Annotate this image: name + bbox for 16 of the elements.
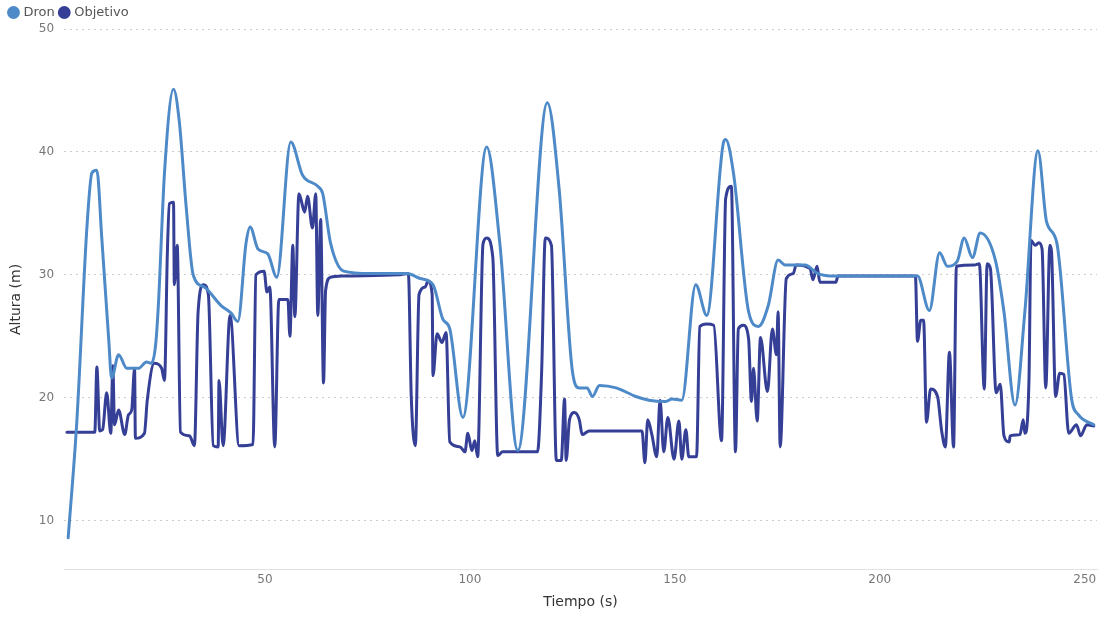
y-tick-label: 40 — [38, 144, 55, 159]
legend-label: Objetivo — [74, 3, 129, 19]
x-axis-title: Tiempo (s) — [542, 593, 618, 610]
x-tick-label: 50 — [257, 572, 273, 587]
x-tick-label: 150 — [663, 572, 687, 587]
line-series — [66, 87, 1096, 540]
y-tick-label: 50 — [38, 21, 55, 36]
y-tick-label: 30 — [38, 266, 55, 281]
y-tick-label: 10 — [38, 512, 55, 527]
x-tick-label: 100 — [458, 572, 482, 587]
y-axis-title: Altura (m) — [7, 263, 24, 335]
x-tick-label: 250 — [1073, 572, 1097, 587]
legend-label: Dron — [23, 3, 55, 19]
line-series — [65, 184, 1096, 465]
x-tick-label: 200 — [868, 572, 892, 587]
y-tick-label: 20 — [38, 389, 55, 404]
